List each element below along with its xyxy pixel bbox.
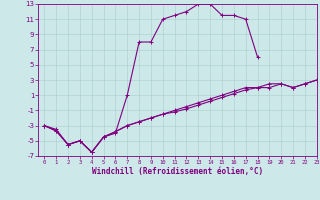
X-axis label: Windchill (Refroidissement éolien,°C): Windchill (Refroidissement éolien,°C) xyxy=(92,167,263,176)
